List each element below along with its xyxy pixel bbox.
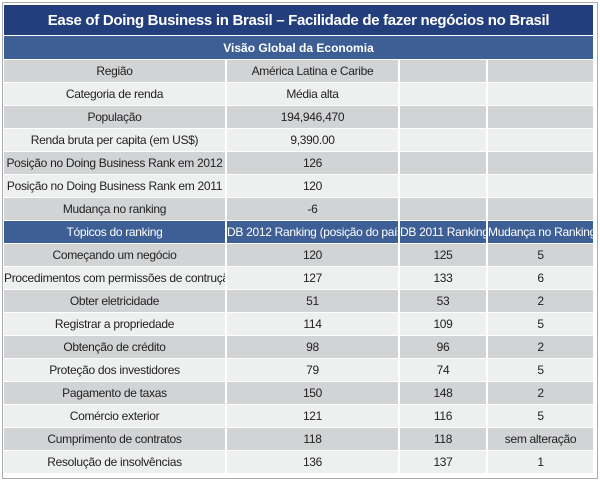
column-header: DB 2011 Ranking bbox=[399, 220, 488, 244]
rank-change: 6 bbox=[487, 266, 593, 290]
ranking-row: Procedimentos com permissões de contruçã… bbox=[4, 266, 593, 290]
row-value: 9,390.00 bbox=[226, 128, 400, 152]
empty-cell bbox=[399, 197, 488, 221]
rank-change: sem alteração bbox=[487, 427, 593, 451]
rank-2011: 96 bbox=[399, 335, 488, 359]
rank-2011: 53 bbox=[399, 289, 488, 313]
rank-change: 2 bbox=[487, 289, 593, 313]
topic: Procedimentos com permissões de contruçã… bbox=[4, 266, 227, 290]
column-header: Mudança no Ranking bbox=[487, 220, 593, 244]
row-label: Região bbox=[4, 60, 227, 83]
empty-cell bbox=[399, 82, 488, 106]
overview-row: Posição no Doing Business Rank em 2012 12… bbox=[4, 151, 593, 175]
empty-cell bbox=[487, 128, 593, 152]
rank-change: 5 bbox=[487, 312, 593, 336]
rank-2012: 98 bbox=[226, 335, 400, 359]
rank-2011: 118 bbox=[399, 427, 488, 451]
row-label: População bbox=[4, 105, 227, 129]
topic: Pagamento de taxas bbox=[4, 381, 227, 405]
rank-2012: 136 bbox=[226, 450, 400, 474]
empty-cell bbox=[487, 151, 593, 175]
overview-row: Região América Latina e Caribe bbox=[4, 60, 593, 83]
ranking-row: Proteção dos investidores 79 74 5 bbox=[4, 358, 593, 382]
section-header-overview: Visão Global da Economia bbox=[4, 36, 593, 60]
row-value: 126 bbox=[226, 151, 400, 175]
ranking-row: Começando um negócio 120 125 5 bbox=[4, 243, 593, 267]
table-title: Ease of Doing Business in Brasil – Facil… bbox=[4, 5, 593, 36]
overview-row: Mudança no ranking -6 bbox=[4, 197, 593, 221]
overview-row: Categoria de renda Média alta bbox=[4, 82, 593, 106]
empty-cell bbox=[399, 105, 488, 129]
column-header: Tópicos do ranking bbox=[4, 220, 227, 244]
rank-change: 5 bbox=[487, 358, 593, 382]
empty-cell bbox=[399, 128, 488, 152]
row-label: Posição no Doing Business Rank em 2011 bbox=[4, 174, 227, 198]
rank-2012: 114 bbox=[226, 312, 400, 336]
rank-2012: 121 bbox=[226, 404, 400, 428]
row-value: 194,946,470 bbox=[226, 105, 400, 129]
ranking-row: Obtenção de crédito 98 96 2 bbox=[4, 335, 593, 359]
rank-2011: 125 bbox=[399, 243, 488, 267]
rank-2011: 137 bbox=[399, 450, 488, 474]
row-label: Posição no Doing Business Rank em 2012 bbox=[4, 151, 227, 175]
rank-2011: 116 bbox=[399, 404, 488, 428]
topic: Obtenção de crédito bbox=[4, 335, 227, 359]
column-header: DB 2012 Ranking (posição do país) bbox=[226, 220, 400, 244]
empty-cell bbox=[487, 60, 593, 83]
row-value: 120 bbox=[226, 174, 400, 198]
topic: Comércio exterior bbox=[4, 404, 227, 428]
rank-change: 1 bbox=[487, 450, 593, 474]
ranking-row: Pagamento de taxas 150 148 2 bbox=[4, 381, 593, 405]
rank-2012: 118 bbox=[226, 427, 400, 451]
row-label: Categoria de renda bbox=[4, 82, 227, 106]
topic: Cumprimento de contratos bbox=[4, 427, 227, 451]
rank-2012: 79 bbox=[226, 358, 400, 382]
rank-2012: 127 bbox=[226, 266, 400, 290]
row-value: Média alta bbox=[226, 82, 400, 106]
row-value: -6 bbox=[226, 197, 400, 221]
empty-cell bbox=[487, 174, 593, 198]
rank-2012: 51 bbox=[226, 289, 400, 313]
overview-row: População 194,946,470 bbox=[4, 105, 593, 129]
empty-cell bbox=[399, 60, 488, 83]
ranking-row: Resolução de insolvências 136 137 1 bbox=[4, 450, 593, 474]
topic: Proteção dos investidores bbox=[4, 358, 227, 382]
topic: Começando um negócio bbox=[4, 243, 227, 267]
row-label: Mudança no ranking bbox=[4, 197, 227, 221]
empty-cell bbox=[487, 82, 593, 106]
rank-2011: 133 bbox=[399, 266, 488, 290]
empty-cell bbox=[487, 105, 593, 129]
row-value: América Latina e Caribe bbox=[226, 60, 400, 83]
overview-row: Posição no Doing Business Rank em 2011 12… bbox=[4, 174, 593, 198]
rank-2011: 148 bbox=[399, 381, 488, 405]
ranking-row: Registrar a propriedade 114 109 5 bbox=[4, 312, 593, 336]
topic: Registrar a propriedade bbox=[4, 312, 227, 336]
rank-2011: 74 bbox=[399, 358, 488, 382]
rank-change: 5 bbox=[487, 404, 593, 428]
ranking-row: Cumprimento de contratos 118 118 sem altera… bbox=[4, 427, 593, 451]
empty-cell bbox=[399, 174, 488, 198]
rank-change: 2 bbox=[487, 381, 593, 405]
empty-cell bbox=[399, 151, 488, 175]
rank-2012: 150 bbox=[226, 381, 400, 405]
ranking-row: Obter eletricidade 51 53 2 bbox=[4, 289, 593, 313]
rank-2011: 109 bbox=[399, 312, 488, 336]
overview-row: Renda bruta per capita (em US$) 9,390.00 bbox=[4, 128, 593, 152]
ranking-header-row: Tópicos do ranking DB 2012 Ranking (posiç… bbox=[4, 220, 593, 244]
doing-business-table: Ease of Doing Business in Brasil – Facil… bbox=[4, 5, 593, 474]
rank-change: 5 bbox=[487, 243, 593, 267]
topic: Obter eletricidade bbox=[4, 289, 227, 313]
rank-2012: 120 bbox=[226, 243, 400, 267]
topic: Resolução de insolvências bbox=[4, 450, 227, 474]
row-label: Renda bruta per capita (em US$) bbox=[4, 128, 227, 152]
rank-change: 2 bbox=[487, 335, 593, 359]
empty-cell bbox=[487, 197, 593, 221]
data-table: Região América Latina e Caribe Categoria d… bbox=[4, 60, 593, 474]
ranking-row: Comércio exterior 121 116 5 bbox=[4, 404, 593, 428]
